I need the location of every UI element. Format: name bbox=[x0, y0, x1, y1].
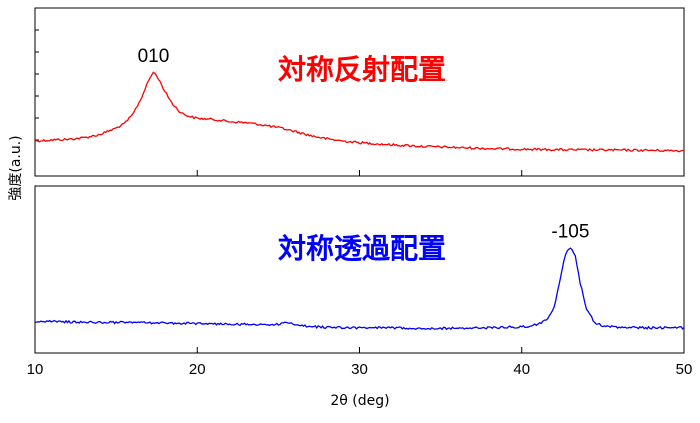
x-tick-label: 50 bbox=[676, 361, 693, 378]
x-axis-label: 2θ (deg) bbox=[330, 393, 389, 409]
series-line-transmission bbox=[34, 247, 685, 331]
y-axis-label: 強度(a.u.) bbox=[8, 135, 24, 200]
x-tick-label: 10 bbox=[27, 361, 44, 378]
panel-frame-top bbox=[34, 7, 685, 177]
panel-title-transmission: 対称透過配置 bbox=[278, 232, 446, 265]
tick-marks-bottom bbox=[34, 347, 685, 353]
x-tick-label: 30 bbox=[351, 361, 368, 378]
tick-marks-top bbox=[34, 29, 685, 176]
panel-reflection: 010 対称反射配置 bbox=[34, 7, 685, 177]
panel-transmission: -105 対称透過配置 bbox=[34, 185, 685, 354]
x-tick-label: 40 bbox=[513, 361, 530, 378]
x-tick-label: 20 bbox=[189, 361, 206, 378]
series-line-reflection bbox=[34, 71, 685, 153]
x-tick-labels: 10 20 30 40 50 bbox=[27, 361, 693, 378]
peak-label-reflection: 010 bbox=[138, 46, 170, 67]
panel-frame-bottom bbox=[34, 185, 685, 354]
panel-title-reflection: 対称反射配置 bbox=[278, 53, 446, 86]
peak-label-transmission: -105 bbox=[551, 222, 589, 243]
